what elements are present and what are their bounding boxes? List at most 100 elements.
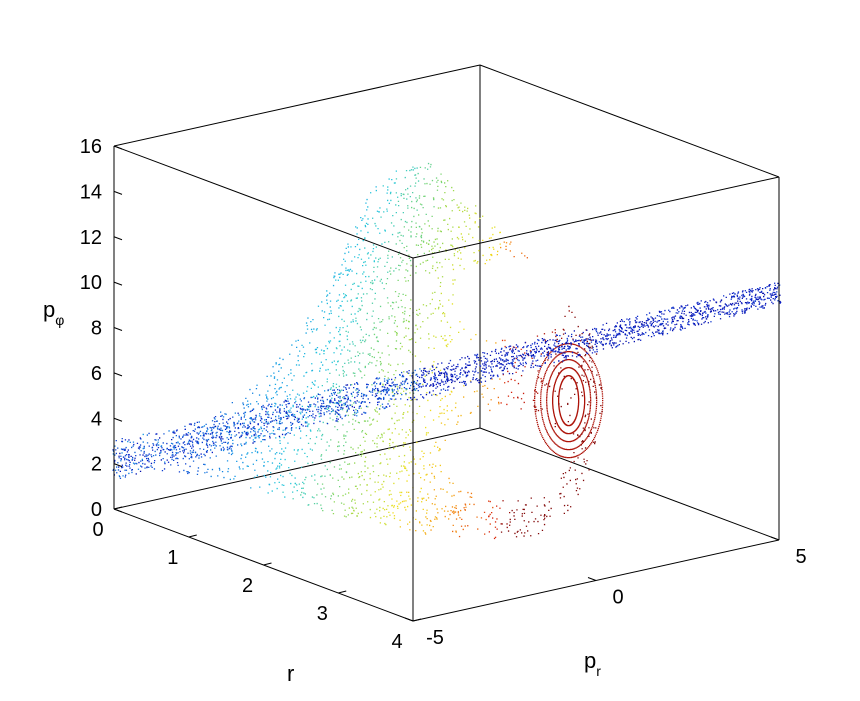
data-points — [322, 193, 402, 424]
data-points — [467, 525, 469, 527]
x-tick — [113, 506, 123, 510]
x-tick-label: 1 — [167, 547, 178, 569]
data-points — [492, 517, 494, 519]
box-edge — [113, 64, 481, 147]
data-points — [336, 348, 338, 350]
data-points — [487, 403, 489, 405]
data-points — [515, 347, 517, 349]
z-tick-label: 14 — [80, 181, 102, 203]
data-points — [453, 512, 455, 515]
data-points — [119, 381, 413, 478]
data-points — [399, 408, 445, 504]
data-points — [450, 399, 492, 519]
data-points — [335, 204, 397, 371]
x-tick-label: 3 — [317, 603, 328, 625]
data-points — [337, 233, 418, 448]
z-tick-label: 8 — [91, 318, 102, 340]
data-points — [414, 174, 416, 176]
data-points — [409, 169, 411, 172]
data-points — [547, 359, 549, 361]
data-points — [246, 344, 299, 455]
data-points — [377, 351, 380, 354]
data-points — [387, 299, 412, 379]
z-tick-label: 16 — [80, 136, 102, 158]
z-tick — [113, 281, 123, 286]
data-points — [431, 503, 439, 514]
data-points — [426, 259, 429, 261]
data-points — [440, 488, 442, 490]
data-points — [342, 250, 440, 497]
data-points — [369, 254, 389, 355]
y-tick-label: -5 — [426, 627, 444, 649]
x-tick-label: 4 — [391, 631, 402, 653]
data-points — [537, 392, 539, 394]
data-points — [375, 257, 377, 259]
data-points — [458, 535, 461, 538]
data-points — [246, 296, 778, 436]
data-points — [346, 300, 349, 302]
y-tick — [770, 536, 780, 541]
data-points — [491, 378, 493, 380]
data-points — [114, 380, 407, 471]
data-points — [517, 396, 519, 398]
data-points — [398, 413, 418, 435]
data-points — [254, 469, 256, 471]
x-tick — [263, 562, 272, 566]
data-points — [362, 205, 447, 505]
y-tick-label: 5 — [795, 546, 806, 568]
z-tick-label: 4 — [91, 408, 102, 430]
data-points — [139, 382, 414, 456]
z-tick — [113, 463, 123, 468]
data-points — [319, 268, 352, 372]
data-points — [430, 529, 432, 531]
data-points — [222, 449, 225, 452]
box-edge — [412, 176, 780, 259]
data-points — [170, 395, 384, 475]
data-points — [379, 253, 455, 456]
data-points — [309, 189, 389, 431]
data-points — [509, 243, 511, 245]
data-points — [329, 340, 332, 342]
data-points — [482, 384, 486, 398]
data-points — [482, 231, 501, 261]
data-points — [326, 468, 328, 471]
data-points — [480, 517, 483, 519]
data-points — [372, 418, 375, 420]
data-points — [447, 510, 450, 520]
data-points — [388, 494, 390, 496]
z-tick — [113, 417, 123, 422]
data-points — [352, 225, 421, 416]
data-points — [389, 446, 411, 478]
data-points — [410, 461, 412, 463]
data-points — [281, 191, 392, 486]
data-points — [293, 186, 389, 455]
data-points — [499, 507, 501, 509]
data-points — [379, 305, 382, 308]
data-points — [426, 482, 454, 520]
data-points — [341, 349, 343, 351]
data-points — [568, 305, 570, 308]
data-points — [460, 503, 471, 512]
data-points — [360, 223, 426, 409]
data-points — [302, 275, 370, 483]
data-points — [426, 182, 439, 191]
data-points — [440, 173, 442, 175]
data-points — [308, 346, 345, 425]
data-points — [496, 378, 512, 530]
data-points — [469, 380, 472, 382]
data-points — [357, 208, 388, 313]
data-points — [276, 232, 381, 490]
data-points — [115, 390, 382, 461]
data-points — [339, 333, 341, 336]
data-points — [384, 265, 386, 267]
data-points — [125, 297, 776, 476]
data-points — [509, 250, 511, 252]
data-points — [488, 403, 508, 518]
data-points — [351, 238, 437, 478]
data-points — [455, 505, 457, 507]
data-points — [277, 300, 332, 480]
data-points — [301, 387, 332, 489]
data-points — [517, 382, 520, 385]
data-points — [231, 411, 247, 460]
data-points — [410, 236, 412, 238]
